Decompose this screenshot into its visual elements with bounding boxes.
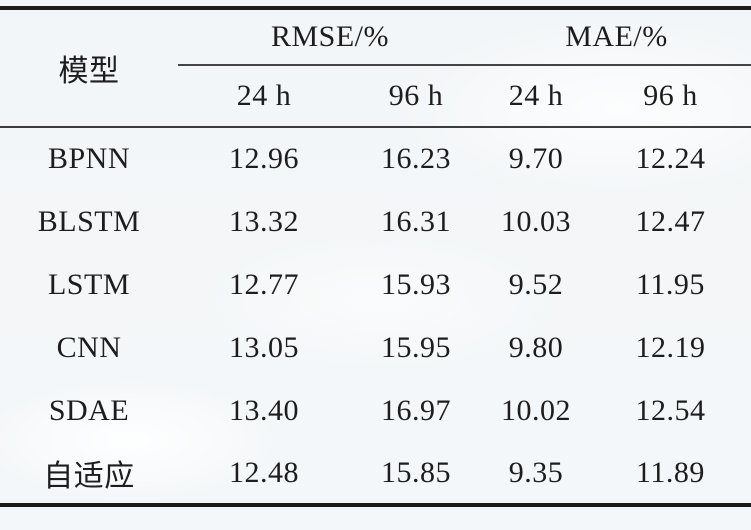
cell-value: 15.95	[381, 330, 451, 364]
table-row-lstm: LSTM 12.77 15.93 9.52 11.95	[0, 253, 751, 316]
cell-value: 12.48	[229, 455, 299, 489]
col-header-rmse-24h: 24 h	[178, 65, 350, 128]
col-header-mae-96h: 96 h	[590, 65, 751, 128]
cell-value: 12.24	[635, 142, 706, 175]
cell-value: 9.70	[508, 142, 564, 175]
cell-value: 13.40	[229, 393, 299, 427]
cell-model: CNN	[56, 330, 122, 364]
table-row-bpnn: BPNN 12.96 16.23 9.70 12.24	[0, 127, 751, 190]
col-group-rmse: RMSE/%	[178, 8, 482, 66]
cell-value: 12.77	[229, 267, 299, 301]
table-row-adaptive: 自适应 12.48 15.85 9.35 11.89	[0, 442, 751, 505]
cell-value: 15.93	[381, 267, 451, 301]
cell-value: 12.54	[635, 393, 706, 427]
header-sub-row: 24 h 96 h 24 h 96 h	[0, 65, 751, 128]
cell-model: 自适应	[43, 459, 135, 493]
cell-model: SDAE	[48, 393, 130, 427]
model-error-table: 模型 RMSE/% MAE/% 24 h 96 h 24 h 96 h BPNN…	[0, 6, 751, 507]
cell-value: 16.31	[381, 204, 451, 238]
cell-value: 11.89	[636, 455, 705, 489]
cell-model: LSTM	[47, 267, 130, 301]
cell-value: 16.23	[381, 142, 451, 175]
cell-value: 12.96	[229, 142, 299, 175]
cell-model: BLSTM	[37, 204, 141, 238]
table-row-blstm: BLSTM 13.32 16.31 10.03 12.47	[0, 190, 751, 253]
cell-value: 13.32	[229, 204, 299, 238]
cell-value: 10.03	[501, 204, 571, 238]
cell-model: BPNN	[47, 142, 131, 175]
col-group-mae: MAE/%	[482, 8, 751, 66]
cell-value: 12.47	[635, 204, 706, 238]
cell-value: 15.85	[381, 455, 451, 489]
col-header-mae-24h: 24 h	[482, 65, 590, 128]
cell-value: 16.97	[381, 393, 451, 427]
cell-value: 9.52	[508, 267, 564, 301]
table-row-cnn: CNN 13.05 15.95 9.80 12.19	[0, 316, 751, 379]
cell-value: 9.35	[508, 455, 564, 489]
cell-value: 12.19	[635, 330, 706, 364]
cell-value: 13.05	[229, 330, 299, 364]
col-header-model: 模型	[0, 8, 178, 128]
header-group-row: 模型 RMSE/% MAE/%	[0, 8, 751, 128]
table-row-sdae: SDAE 13.40 16.97 10.02 12.54	[0, 379, 751, 442]
cell-value: 9.80	[508, 330, 564, 364]
cell-value: 10.02	[501, 393, 571, 427]
cell-value: 11.95	[636, 267, 705, 301]
col-header-rmse-96h: 96 h	[350, 65, 482, 128]
